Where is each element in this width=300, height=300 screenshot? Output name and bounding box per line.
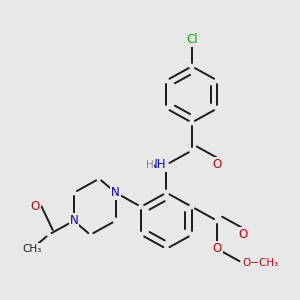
Text: O: O	[238, 228, 247, 241]
Text: O: O	[30, 200, 40, 213]
Text: NH: NH	[149, 158, 167, 171]
Text: O: O	[213, 242, 222, 255]
Text: H: H	[146, 160, 154, 170]
Text: O: O	[213, 158, 222, 171]
Text: CH₃: CH₃	[22, 244, 42, 254]
Text: O−CH₃: O−CH₃	[243, 258, 279, 268]
Text: N: N	[70, 214, 78, 227]
Text: Cl: Cl	[186, 33, 198, 46]
Text: N: N	[111, 186, 120, 199]
